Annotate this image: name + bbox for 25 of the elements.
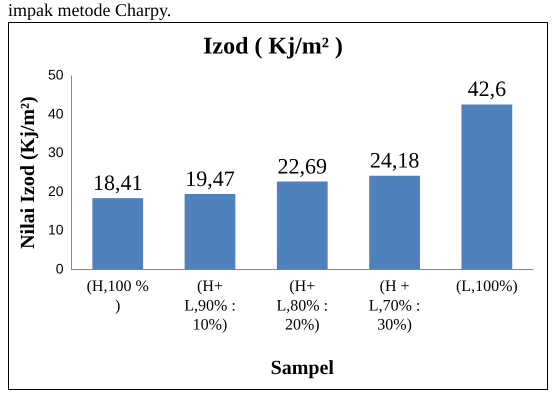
x-tick-label: (H + L,70% : 30%) xyxy=(368,278,420,334)
data-label: 18,41 xyxy=(92,170,142,195)
data-label: 24,18 xyxy=(370,148,420,173)
x-tick-label: (H+ L,80% : 20%) xyxy=(276,278,328,334)
y-tick-label: 10 xyxy=(48,222,64,238)
data-label: 42,6 xyxy=(468,76,506,102)
x-axis-title: Sampel xyxy=(270,357,334,380)
y-axis-title: Nilai Izod (Kj/m²) xyxy=(17,96,40,249)
y-tick-label: 20 xyxy=(48,182,64,199)
data-label: 22,69 xyxy=(278,153,328,178)
bar xyxy=(461,104,512,270)
y-tick-label: 0 xyxy=(56,260,64,276)
y-tick-label: 30 xyxy=(48,144,64,160)
bar xyxy=(184,194,236,270)
bar xyxy=(92,198,144,270)
y-tick-label: 50 xyxy=(48,66,64,83)
data-label: 19,47 xyxy=(185,166,235,191)
bar xyxy=(276,182,328,270)
x-tick-label: (L,100%) xyxy=(456,278,518,296)
x-tick-label: (H,100 % ) xyxy=(86,278,149,314)
y-tick-label: 40 xyxy=(48,105,64,122)
chart-title: Izod ( Kj/m² ) xyxy=(203,34,343,60)
text: impak metode Charpy. xyxy=(8,0,172,20)
bar xyxy=(369,176,420,270)
x-tick-label: (H+ L,90% : 10%) xyxy=(184,278,236,334)
